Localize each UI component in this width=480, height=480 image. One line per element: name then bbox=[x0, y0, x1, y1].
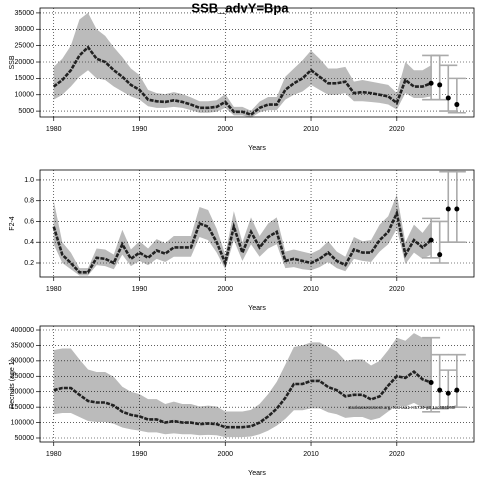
x-tick-label: 1990 bbox=[132, 126, 148, 133]
forecast-point bbox=[445, 95, 451, 101]
y-tick-label: 20000 bbox=[15, 59, 35, 66]
y-tick-label: 50000 bbox=[15, 435, 35, 442]
y-tick-label: 200000 bbox=[11, 389, 34, 396]
forecast-point bbox=[445, 390, 451, 396]
x-tick-label: 1990 bbox=[132, 286, 148, 293]
forecast-point bbox=[454, 102, 460, 108]
x-tick-label: 2010 bbox=[303, 126, 319, 133]
y-axis-label: Recruits (age 1) bbox=[9, 359, 16, 409]
y-tick-label: 300000 bbox=[11, 358, 34, 365]
x-axis-label: Years bbox=[248, 145, 266, 152]
x-tick-label: 1990 bbox=[132, 451, 148, 458]
forecast-point bbox=[454, 387, 460, 393]
x-tick-label: 1980 bbox=[46, 286, 62, 293]
forecast-point bbox=[428, 237, 434, 243]
x-tick-label: 1980 bbox=[46, 126, 62, 133]
x-tick-label: 2010 bbox=[303, 451, 319, 458]
y-tick-label: 250000 bbox=[11, 373, 34, 380]
estimate-line bbox=[52, 209, 432, 274]
y-tick-label: 35000 bbox=[15, 10, 35, 17]
y-tick-label: 350000 bbox=[11, 342, 34, 349]
confidence-band bbox=[53, 333, 432, 438]
y-tick-label: 1.0 bbox=[24, 177, 34, 184]
forecast-point bbox=[437, 82, 443, 88]
x-tick-label: 2000 bbox=[217, 286, 233, 293]
x-axis-label: Years bbox=[248, 305, 266, 312]
confidence-band bbox=[53, 12, 432, 118]
confidence-band bbox=[53, 194, 432, 276]
y-tick-label: 5000 bbox=[18, 108, 34, 115]
x-tick-label: 2010 bbox=[303, 286, 319, 293]
y-tick-label: 25000 bbox=[15, 42, 35, 49]
y-tick-label: 30000 bbox=[15, 26, 35, 33]
x-tick-label: 2020 bbox=[389, 126, 405, 133]
x-tick-label: 1980 bbox=[46, 451, 62, 458]
y-tick-label: 0.8 bbox=[24, 198, 34, 205]
estimate-line bbox=[52, 45, 432, 117]
plot-frame bbox=[39, 325, 475, 443]
y-tick-label: 150000 bbox=[11, 404, 34, 411]
x-axis-label: Years bbox=[248, 470, 266, 477]
forecast-point bbox=[428, 80, 434, 86]
forecast-point bbox=[437, 387, 443, 393]
y-tick-label: 0.2 bbox=[24, 260, 34, 267]
y-tick-label: 400000 bbox=[11, 327, 34, 334]
y-tick-label: 15000 bbox=[15, 75, 35, 82]
y-tick-label: 0.6 bbox=[24, 218, 34, 225]
plot-frame bbox=[39, 169, 475, 278]
forecast-point bbox=[437, 252, 443, 258]
forecast-point bbox=[445, 206, 451, 212]
forecast-point bbox=[454, 206, 460, 212]
y-tick-label: 100000 bbox=[11, 419, 34, 426]
x-tick-label: 2020 bbox=[389, 286, 405, 293]
y-axis-label: SSB bbox=[9, 55, 16, 69]
chart-title: SSB_advY=Bpa bbox=[191, 0, 289, 15]
y-axis-label: F2-4 bbox=[9, 216, 16, 231]
estimate-line bbox=[53, 369, 432, 429]
forecast-point bbox=[428, 379, 434, 385]
x-tick-label: 2000 bbox=[217, 126, 233, 133]
x-tick-label: 2020 bbox=[389, 451, 405, 458]
x-tick-label: 2000 bbox=[217, 451, 233, 458]
y-tick-label: 10000 bbox=[15, 92, 35, 99]
plot-frame bbox=[39, 7, 475, 118]
annotation: stockassessment.org, NSHaa1-H5734-g8 1cc… bbox=[348, 405, 456, 410]
y-tick-label: 0.4 bbox=[24, 239, 34, 246]
